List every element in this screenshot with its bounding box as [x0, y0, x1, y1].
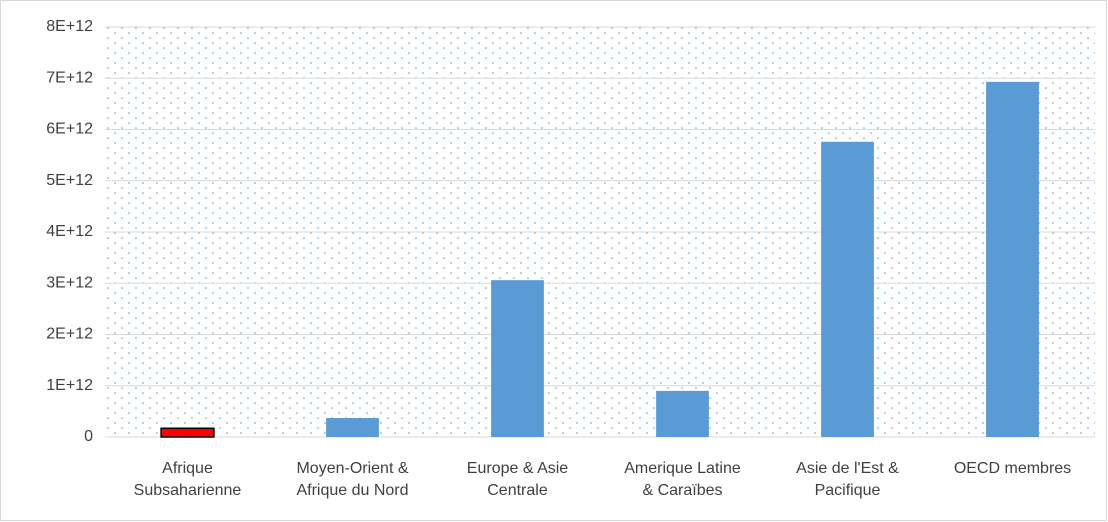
- x-tick-label: OECD membres: [954, 460, 1071, 477]
- y-tick-label: 3E+12: [46, 274, 93, 291]
- y-tick-label: 1E+12: [46, 377, 93, 394]
- y-tick-label: 7E+12: [46, 69, 93, 86]
- bar: [986, 81, 1039, 438]
- x-tick-label: Amerique Latine & Caraïbes: [624, 460, 741, 499]
- y-tick-label: 8E+12: [46, 18, 93, 35]
- bar: [821, 141, 874, 438]
- y-tick-label: 6E+12: [46, 121, 93, 138]
- y-tick-label: 2E+12: [46, 326, 93, 343]
- y-tick-label: 4E+12: [46, 223, 93, 240]
- bar: [656, 390, 709, 437]
- x-tick-label: Europe & Asie Centrale: [467, 460, 569, 499]
- bar: [160, 427, 215, 438]
- x-tick-label: Afrique Subsaharienne: [134, 460, 242, 499]
- y-tick-label: 5E+12: [46, 172, 93, 189]
- bar: [491, 280, 544, 437]
- bar: [326, 418, 379, 437]
- x-tick-label: Asie de l'Est & Pacifique: [796, 460, 899, 499]
- x-tick-label: Moyen-Orient & Afrique du Nord: [296, 460, 408, 499]
- y-tick-label: 0: [84, 428, 93, 445]
